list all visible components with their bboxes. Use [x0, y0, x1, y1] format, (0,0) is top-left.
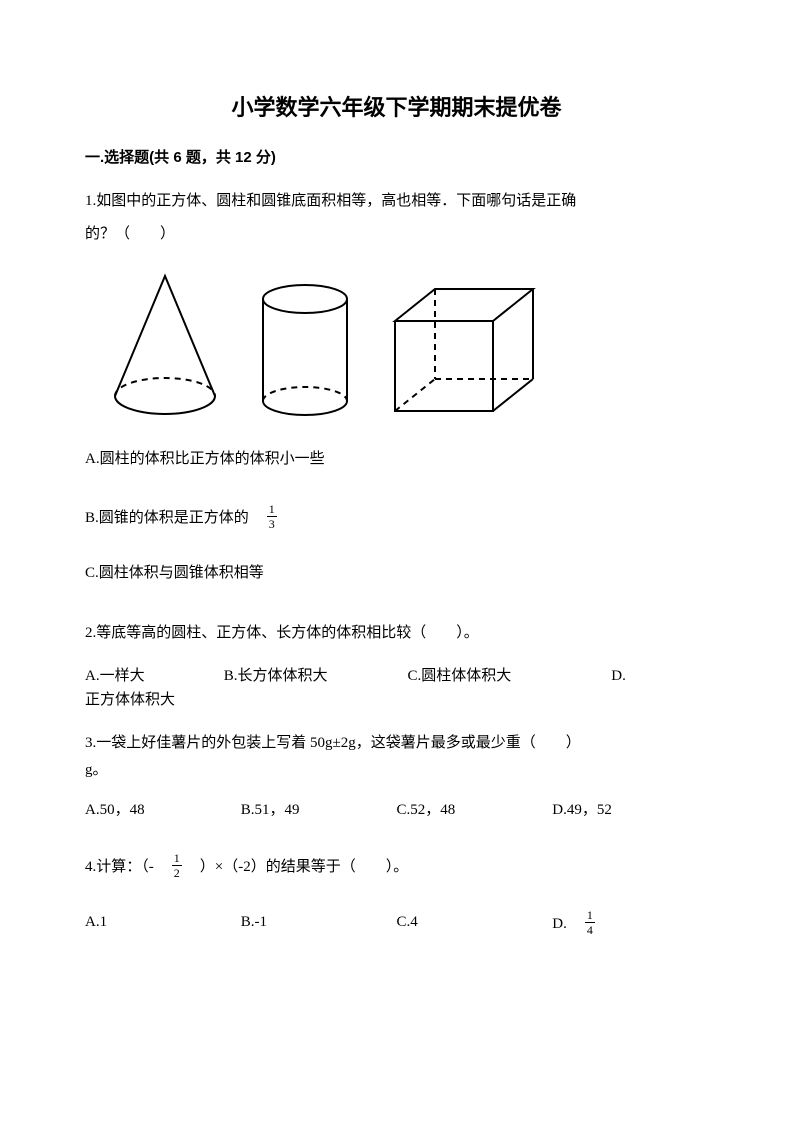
question-2: 2.等底等高的圆柱、正方体、长方体的体积相比较（ ）。 [85, 617, 708, 650]
cone-icon [105, 271, 225, 421]
cube-icon [385, 281, 540, 421]
q1-optb-prefix: B.圆锥的体积是正方体的 [85, 506, 264, 527]
question-3: 3.一袋上好佳薯片的外包装上写着 50g±2g，这袋薯片最多或最少重（ ） g。 [85, 730, 708, 784]
fraction-numerator: 1 [585, 909, 595, 923]
q4-option-c: C.4 [397, 914, 553, 931]
q3-text-2: g。 [85, 762, 108, 778]
q3-option-c: C.52，48 [397, 798, 553, 822]
q3-options: A.50，48 B.51，49 C.52，48 D.49，52 [85, 798, 708, 822]
q1-option-a: A.圆柱的体积比正方体的体积小一些 [85, 446, 708, 473]
q2-option-a: A.一样大 [85, 664, 220, 688]
q2-option-c: C.圆柱体体积大 [408, 664, 608, 688]
q4-option-a: A.1 [85, 914, 241, 931]
fraction-denominator: 2 [172, 866, 182, 879]
q4-option-b: B.-1 [241, 914, 397, 931]
q3-option-a: A.50，48 [85, 798, 241, 822]
q3-text-1: 3.一袋上好佳薯片的外包装上写着 50g±2g，这袋薯片最多或最少重（ ） [85, 735, 581, 751]
q1-text-2: 的？（ ） [85, 226, 175, 242]
page-title: 小学数学六年级下学期期末提优卷 [85, 90, 708, 122]
fraction-numerator: 1 [172, 852, 182, 866]
q4-prefix: 4.计算：（- [85, 855, 169, 876]
q1-text-1: 1.如图中的正方体、圆柱和圆锥底面积相等，高也相等．下面哪句话是正确 [85, 193, 576, 209]
q4-optd-prefix: D. [552, 912, 582, 933]
q4-options: A.1 B.-1 C.4 D. 1 4 [85, 909, 708, 936]
q2-option-d-prefix: D. [611, 668, 626, 684]
fraction-icon: 1 2 [172, 852, 182, 879]
q3-option-b: B.51，49 [241, 798, 397, 822]
q1-option-c: C.圆柱体积与圆锥体积相等 [85, 560, 708, 587]
q3-option-d: D.49，52 [552, 798, 708, 822]
cylinder-icon [255, 281, 355, 421]
fraction-denominator: 3 [267, 517, 277, 530]
q4-option-d: D. 1 4 [552, 909, 708, 936]
shapes-figure [105, 271, 708, 421]
q2-options: A.一样大 B.长方体体积大 C.圆柱体体积大 D. 正方体体积大 [85, 664, 708, 712]
q2-option-d-line2: 正方体体积大 [85, 692, 175, 708]
fraction-numerator: 1 [267, 503, 277, 517]
fraction-icon: 1 4 [585, 909, 595, 936]
fraction-icon: 1 3 [267, 503, 277, 530]
section-header: 一.选择题(共 6 题，共 12 分) [85, 146, 708, 167]
q4-mid: ）×（-2）的结果等于（ ）。 [185, 855, 408, 876]
q2-option-b: B.长方体体积大 [224, 664, 404, 688]
question-1: 1.如图中的正方体、圆柱和圆锥底面积相等，高也相等．下面哪句话是正确 的？（ ） [85, 185, 708, 251]
fraction-denominator: 4 [585, 923, 595, 936]
question-4: 4.计算：（- 1 2 ）×（-2）的结果等于（ ）。 [85, 852, 708, 879]
q1-option-b: B.圆锥的体积是正方体的 1 3 [85, 503, 708, 530]
